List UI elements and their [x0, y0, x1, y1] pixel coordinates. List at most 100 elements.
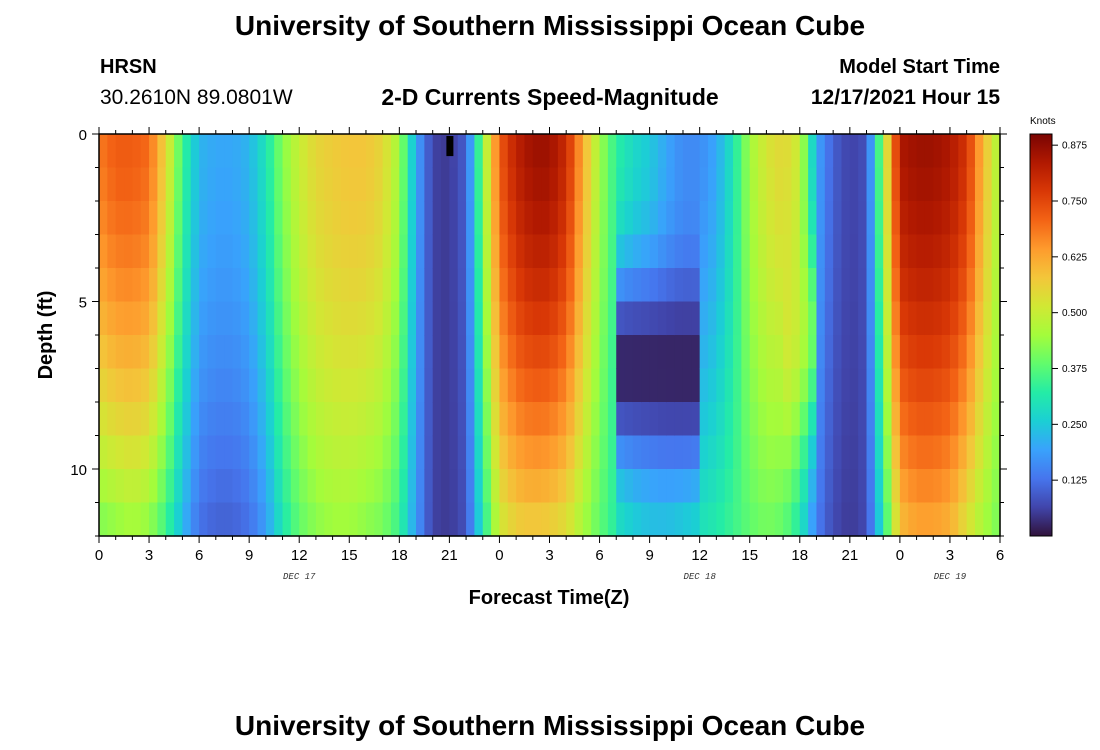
heatmap-cell [958, 402, 968, 437]
heatmap-cell [883, 268, 893, 303]
heatmap-cell [174, 134, 184, 169]
heatmap-cell [783, 469, 793, 504]
heatmap-cell [165, 301, 175, 336]
heatmap-cell [132, 301, 142, 336]
heatmap-cell [482, 268, 492, 303]
heatmap-cell [916, 368, 926, 403]
heatmap-cell [374, 402, 384, 437]
heatmap-cell [340, 301, 350, 336]
heatmap-cell [357, 368, 367, 403]
heatmap-cell [557, 167, 567, 202]
heatmap-cell [624, 201, 634, 236]
heatmap-cell [290, 268, 300, 303]
heatmap-cell [899, 167, 909, 202]
heatmap-cell [124, 201, 133, 236]
heatmap-cell [374, 368, 384, 403]
heatmap-cell [908, 502, 918, 537]
heatmap-cell [682, 402, 692, 437]
heatmap-cell [232, 335, 242, 370]
heatmap-cell [466, 502, 476, 537]
heatmap-cell [774, 335, 784, 370]
heatmap-cell [382, 502, 392, 537]
colorbar-tick-label: 0.625 [1062, 252, 1087, 263]
heatmap-cell [974, 502, 984, 537]
heatmap-cell [107, 402, 117, 437]
heatmap-cell [140, 502, 150, 537]
heatmap-cell [733, 167, 742, 202]
x-tick-label: 15 [341, 547, 358, 564]
heatmap-cell [174, 435, 184, 470]
heatmap-cell [624, 502, 634, 537]
heatmap-cell [874, 167, 884, 202]
heatmap-cell [165, 201, 175, 236]
heatmap-cell [290, 234, 300, 269]
heatmap-cell [399, 335, 409, 370]
heatmap-cell [482, 301, 492, 336]
heatmap-cell [240, 301, 250, 336]
heatmap-cell [966, 167, 976, 202]
heatmap-cell [949, 167, 959, 202]
heatmap-cell [541, 167, 551, 202]
heatmap-cell [549, 469, 559, 504]
heatmap-cell [908, 201, 918, 236]
heatmap-cell [682, 335, 692, 370]
heatmap-cell [933, 301, 943, 336]
heatmap-cell [240, 134, 250, 169]
heatmap-cell [841, 368, 851, 403]
heatmap-cell [924, 502, 934, 537]
heatmap-cell [399, 402, 409, 437]
heatmap-cell [858, 368, 868, 403]
heatmap-cell [566, 502, 576, 537]
heatmap-cell [649, 134, 659, 169]
heatmap-cell [332, 469, 342, 504]
heatmap-cell [399, 301, 409, 336]
heatmap-cell [290, 301, 300, 336]
heatmap-cell [265, 201, 275, 236]
heatmap-cell [674, 435, 684, 470]
heatmap-cell [657, 167, 667, 202]
heatmap-cell [424, 134, 434, 169]
heatmap-cell [599, 402, 609, 437]
heatmap-cell [124, 502, 133, 537]
heatmap-cell [774, 167, 784, 202]
heatmap-cell [607, 301, 617, 336]
heatmap-cell [165, 234, 175, 269]
heatmap-cell [607, 435, 617, 470]
heatmap-cell [390, 402, 400, 437]
heatmap-cell [616, 301, 626, 336]
heatmap-cell [866, 469, 876, 504]
heatmap-cell [783, 502, 793, 537]
heatmap-cell [866, 201, 876, 236]
heatmap-cell [991, 335, 1001, 370]
heatmap-cell [215, 335, 225, 370]
heatmap-cell [524, 234, 534, 269]
heatmap-cell [157, 402, 167, 437]
heatmap-cell [674, 234, 684, 269]
heatmap-cell [682, 301, 692, 336]
heatmap-cell [891, 335, 901, 370]
heatmap-cell [708, 335, 717, 370]
heatmap-cell [257, 268, 267, 303]
heatmap-cell [858, 301, 868, 336]
heatmap-cell [224, 402, 234, 437]
heatmap-cell [624, 335, 634, 370]
heatmap-cell [599, 435, 609, 470]
heatmap-cell [365, 435, 375, 470]
heatmap-cell [524, 402, 534, 437]
heatmap-cell [207, 368, 217, 403]
heatmap-cell [449, 368, 459, 403]
heatmap-cell [182, 234, 192, 269]
heatmap-cell [908, 234, 918, 269]
heatmap-cell [165, 268, 175, 303]
heatmap-cell [432, 301, 442, 336]
heatmap-cell [382, 335, 392, 370]
heatmap-cell [124, 301, 133, 336]
heatmap-cell [766, 134, 776, 169]
heatmap-cell [382, 167, 392, 202]
heatmap-cell [849, 134, 859, 169]
heatmap-cell [516, 134, 526, 169]
heatmap-cell [574, 435, 584, 470]
heatmap-cell [124, 435, 133, 470]
heatmap-cell [682, 167, 692, 202]
heatmap-cell [132, 134, 142, 169]
